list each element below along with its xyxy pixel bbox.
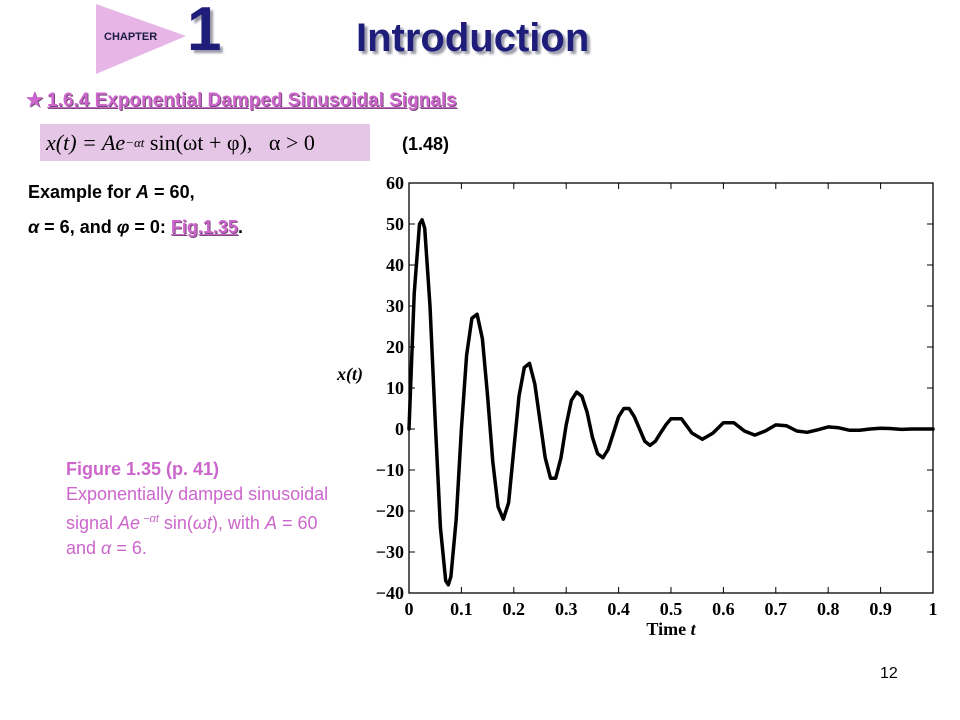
figure-caption: Figure 1.35 (p. 41) Exponentially damped…	[66, 459, 329, 558]
x-tick-label: 0.3	[555, 599, 578, 619]
section-heading-text: 1.6.4 Exponential Damped Sinusoidal Sign…	[47, 90, 457, 111]
section-heading: ★ 1.6.4 Exponential Damped Sinusoidal Sig…	[26, 89, 457, 112]
caption-title: Figure 1.35 (p. 41)	[66, 459, 220, 479]
x-tick-label: 0.7	[765, 599, 788, 619]
x-tick-label: 0	[405, 599, 414, 619]
example-text: Example for A = 60, α = 6, and φ = 0: Fi…	[28, 175, 243, 245]
slide-title: Introduction	[356, 16, 590, 60]
chapter-badge-shape	[96, 4, 186, 74]
y-tick-label: 20	[386, 337, 404, 357]
example-line-2: α = 6, and φ = 0: Fig.1.35.	[28, 217, 243, 237]
x-tick-label: 0.8	[817, 599, 840, 619]
x-tick-label: 0.2	[503, 599, 526, 619]
y-tick-label: −30	[376, 542, 404, 562]
y-tick-label: −40	[376, 583, 404, 603]
series-line-0	[407, 218, 935, 587]
equation-lhs: x(t) = Ae	[46, 129, 126, 155]
y-axis-label: x(t)	[336, 364, 363, 385]
page-number: 12	[880, 665, 898, 682]
y-tick-label: 0	[395, 419, 404, 439]
equation-exponent: −αt	[125, 134, 145, 150]
x-axis-label: Time t	[646, 619, 696, 639]
chapter-number: 1	[187, 0, 222, 64]
equation-number: (1.48)	[402, 134, 450, 154]
y-tick-label: −20	[376, 501, 404, 521]
x-tick-label: 1	[929, 599, 938, 619]
y-tick-label: 40	[386, 255, 404, 275]
equation-formula: x(t) = Ae −αt sin(ωt + φ), α > 0	[40, 124, 370, 161]
x-tick-label: 0.6	[712, 599, 735, 619]
y-tick-label: 30	[386, 296, 404, 316]
x-tick-label: 0.5	[660, 599, 683, 619]
chapter-label: CHAPTER	[104, 31, 158, 43]
equation-rhs: sin(ωt + φ), α > 0	[144, 129, 315, 155]
y-tick-label: −10	[376, 460, 404, 480]
y-tick-label: 60	[386, 173, 404, 193]
example-line-1: Example for A = 60,	[28, 182, 195, 202]
y-tick-label: 50	[386, 214, 404, 234]
x-tick-label: 0.1	[450, 599, 473, 619]
x-tick-label: 0.4	[607, 599, 630, 619]
damped-sinusoid-chart: 0 0.1 0.2 0.3 0.4 0.5 0.6 0.7 0.8 0.9 1 −40 −30 −20 −1…	[336, 173, 938, 639]
y-tick-label: 10	[386, 378, 404, 398]
x-tick-label: 0.9	[869, 599, 892, 619]
figure-link[interactable]: Fig.1.35	[170, 217, 238, 237]
star-icon: ★	[26, 90, 44, 111]
